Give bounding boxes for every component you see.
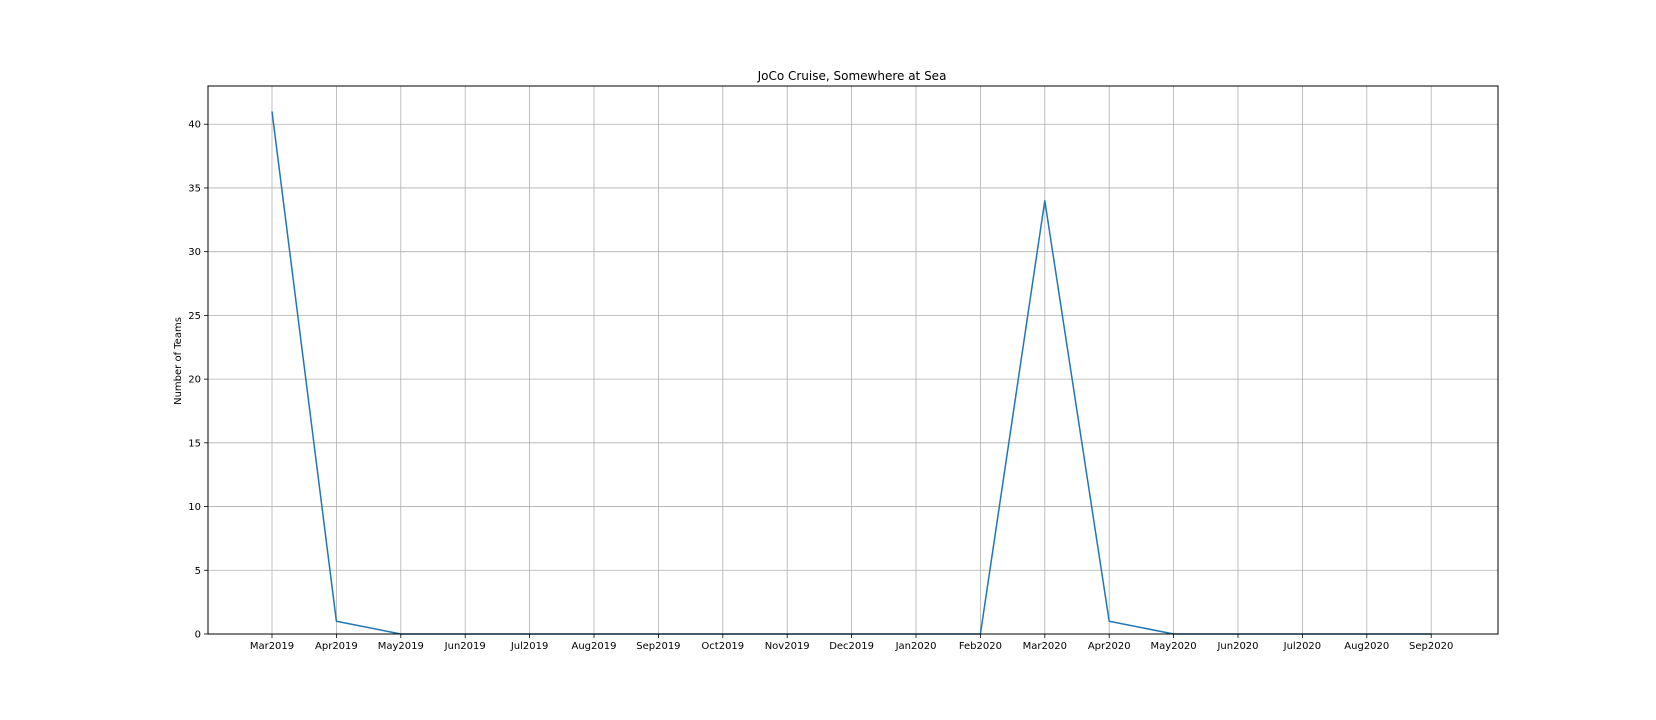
x-tick-label: Jul2020 bbox=[1283, 641, 1322, 652]
plot-frame bbox=[207, 85, 1499, 635]
y-axis-label: Number of Teams bbox=[173, 317, 184, 405]
y-tick-label: 0 bbox=[195, 630, 201, 641]
y-tick-label: 10 bbox=[188, 502, 201, 513]
x-tick-label: Dec2019 bbox=[829, 641, 874, 652]
grid-lines bbox=[208, 86, 1498, 635]
y-tick-label: 20 bbox=[188, 375, 201, 386]
x-tick-label: Jul2019 bbox=[510, 641, 549, 652]
x-tick-label: Jun2020 bbox=[1216, 641, 1258, 652]
y-axis: 0 5 10 15 20 25 30 35 40 bbox=[188, 120, 208, 641]
x-tick-label: Aug2020 bbox=[1344, 641, 1389, 652]
x-tick-label: Oct2019 bbox=[701, 641, 744, 652]
x-tick-label: Sep2019 bbox=[636, 641, 680, 652]
x-tick-label: Apr2020 bbox=[1088, 641, 1131, 652]
y-tick-label: 30 bbox=[188, 247, 201, 258]
x-tick-label: Jun2019 bbox=[444, 641, 486, 652]
x-tick-label: Mar2020 bbox=[1023, 641, 1067, 652]
y-tick-label: 5 bbox=[195, 566, 201, 577]
x-tick-label: May2020 bbox=[1151, 641, 1197, 652]
x-axis: Mar2019 Apr2019 May2019 Jun2019 Jul2019 Aug20… bbox=[250, 634, 1453, 652]
x-tick-label: Feb2020 bbox=[959, 641, 1002, 652]
x-tick-label: Apr2019 bbox=[315, 641, 358, 652]
x-tick-label: Nov2019 bbox=[765, 641, 810, 652]
y-tick-label: 35 bbox=[188, 183, 201, 194]
chart-title: JoCo Cruise, Somewhere at Sea bbox=[757, 69, 947, 83]
x-tick-label: May2019 bbox=[378, 641, 424, 652]
y-tick-label: 25 bbox=[188, 311, 201, 322]
x-tick-label: Aug2019 bbox=[572, 641, 617, 652]
y-tick-label: 40 bbox=[188, 120, 201, 131]
x-tick-label: Jan2020 bbox=[895, 641, 937, 652]
x-tick-label: Mar2019 bbox=[250, 641, 294, 652]
y-tick-label: 15 bbox=[188, 438, 201, 449]
x-tick-label: Sep2020 bbox=[1409, 641, 1453, 652]
